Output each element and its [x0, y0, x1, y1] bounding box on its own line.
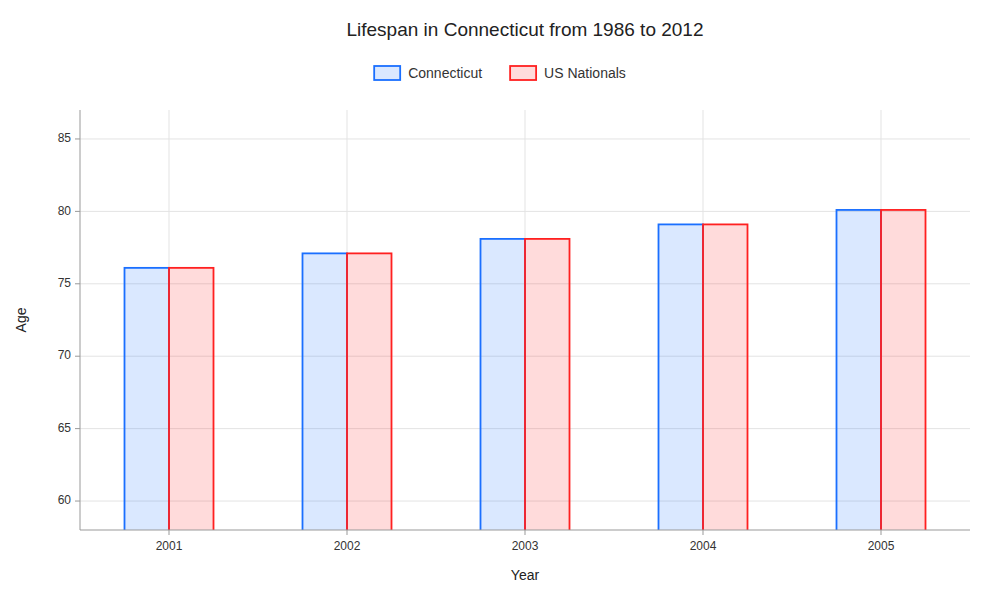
y-tick-label: 85	[58, 131, 72, 145]
x-tick-label: 2004	[690, 539, 717, 553]
x-tick-label: 2001	[156, 539, 183, 553]
bar	[169, 268, 214, 530]
chart-container: 60 65 70 75 80 85 2001 2002 2003 2004 2005 Lifespan…	[0, 0, 1000, 600]
legend-item: Connecticut	[374, 65, 482, 81]
chart-title: Lifespan in Connecticut from 1986 to 201…	[346, 19, 703, 40]
y-tick-label: 65	[58, 421, 72, 435]
x-tick	[347, 530, 348, 535]
y-tick-label: 80	[58, 204, 72, 218]
y-tick	[75, 211, 80, 212]
y-tick	[75, 428, 80, 429]
legend-swatch	[510, 66, 536, 80]
x-tick-label: 2003	[512, 539, 539, 553]
chart-svg: 60 65 70 75 80 85 2001 2002 2003 2004 2005 Lifespan…	[0, 0, 1000, 600]
y-tick	[75, 283, 80, 284]
legend-label: US Nationals	[544, 65, 626, 81]
bars	[125, 210, 926, 530]
axes: 60 65 70 75 80 85 2001 2002 2003 2004 2005	[58, 110, 970, 553]
legend-item: US Nationals	[510, 65, 626, 81]
x-tick-label: 2005	[868, 539, 895, 553]
bar	[303, 253, 348, 530]
y-tick	[75, 356, 80, 357]
y-tick	[75, 138, 80, 139]
x-tick	[169, 530, 170, 535]
legend-swatch	[374, 66, 400, 80]
y-tick-label: 75	[58, 276, 72, 290]
y-tick	[75, 501, 80, 502]
bar	[481, 239, 526, 530]
y-tick-label: 60	[58, 493, 72, 507]
x-tick-label: 2002	[334, 539, 361, 553]
bar	[837, 210, 882, 530]
bar	[125, 268, 170, 530]
bar	[703, 224, 748, 530]
y-tick-label: 70	[58, 348, 72, 362]
y-axis-label: Age	[13, 307, 29, 332]
x-tick	[703, 530, 704, 535]
x-axis-label: Year	[511, 567, 540, 583]
y-axis-line	[80, 110, 81, 530]
bar	[525, 239, 570, 530]
x-tick	[881, 530, 882, 535]
legend-label: Connecticut	[408, 65, 482, 81]
bar	[881, 210, 926, 530]
legend: Connecticut US Nationals	[374, 65, 626, 81]
bar	[659, 224, 704, 530]
x-tick	[525, 530, 526, 535]
bar	[347, 253, 392, 530]
